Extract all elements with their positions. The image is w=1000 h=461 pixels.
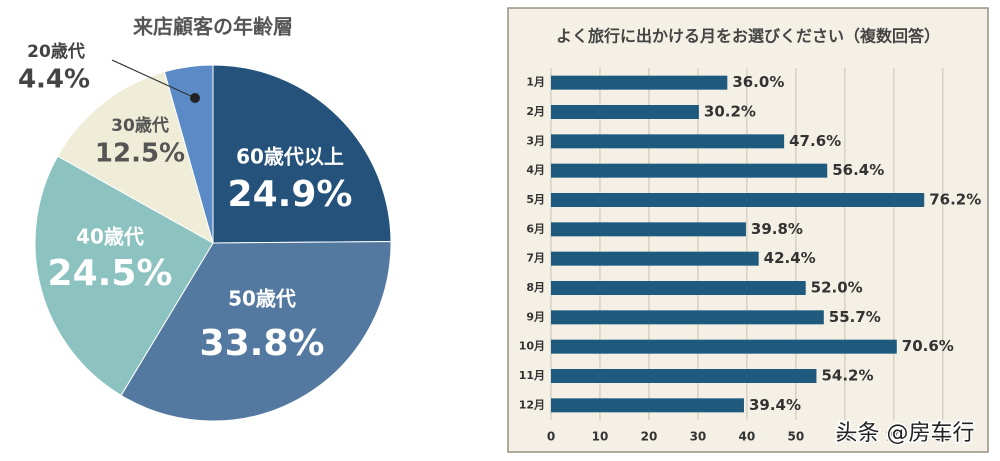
pie-slice	[120, 241, 392, 422]
value-label: 36.0%	[732, 73, 784, 91]
leader-dot	[190, 93, 200, 103]
slice-label: 60歳代以上	[236, 145, 344, 169]
x-tick-label: 20	[641, 430, 658, 444]
y-tick-label: 5月	[526, 193, 545, 206]
bar	[551, 105, 699, 119]
bar	[551, 310, 824, 325]
value-label: 42.4%	[764, 249, 816, 267]
y-tick-label: 1月	[526, 76, 545, 89]
y-tick-label: 7月	[526, 252, 545, 265]
y-tick-label: 10月	[519, 340, 545, 353]
x-tick-label: 30	[690, 430, 707, 444]
slice-value: 33.8%	[200, 323, 325, 364]
slice-value: 12.5%	[95, 139, 185, 169]
bar-title: よく旅行に出かける月をお選びください（複数回答）	[556, 27, 940, 46]
value-label: 56.4%	[832, 161, 884, 179]
value-label: 39.4%	[749, 396, 801, 414]
bar	[551, 222, 746, 237]
slice-label: 50歳代	[228, 287, 296, 311]
y-tick-label: 9月	[526, 310, 545, 323]
x-tick-label: 50	[788, 430, 805, 444]
bar	[551, 163, 828, 178]
pie-slice	[34, 155, 214, 397]
value-label: 30.2%	[704, 103, 756, 121]
x-tick-label: 60	[837, 430, 854, 444]
bar	[551, 75, 728, 90]
y-tick-label: 2月	[526, 105, 545, 118]
bar	[551, 251, 759, 266]
y-tick-label: 4月	[526, 164, 545, 177]
slice-label: 40歳代	[76, 225, 144, 249]
slice-label: 20歳代	[27, 41, 85, 62]
slice-value: 24.5%	[48, 253, 173, 294]
slice-value: 4.4%	[18, 65, 90, 95]
x-tick-label: 80	[934, 430, 951, 444]
x-tick-label: 40	[739, 430, 756, 444]
value-label: 55.7%	[829, 308, 881, 326]
value-label: 70.6%	[902, 337, 954, 355]
slice-value: 24.9%	[228, 174, 353, 215]
value-label: 47.6%	[789, 132, 841, 150]
pie-slice	[56, 71, 214, 245]
value-label: 52.0%	[811, 279, 863, 297]
y-tick-label: 3月	[526, 134, 545, 147]
slice-label: 30歳代	[111, 115, 169, 136]
value-label: 76.2%	[929, 191, 981, 209]
pie-title: 来店顧客の年齢層	[132, 15, 293, 39]
bar	[551, 369, 817, 383]
y-tick-label: 6月	[526, 222, 545, 235]
bar	[551, 134, 785, 149]
bar	[551, 339, 897, 354]
y-tick-label: 11月	[519, 369, 545, 382]
bar	[551, 281, 806, 295]
value-label: 54.2%	[821, 367, 873, 385]
pie-slice	[163, 64, 214, 244]
watermark: 头条 @房车行	[836, 421, 975, 446]
x-tick-label: 10	[592, 430, 609, 444]
value-label: 39.8%	[751, 220, 803, 238]
bar	[551, 398, 744, 413]
x-tick-label: 70	[885, 430, 902, 444]
y-tick-label: 8月	[526, 281, 545, 294]
x-tick-label: 0	[547, 430, 555, 444]
bar	[551, 193, 925, 207]
leader-line	[111, 59, 194, 98]
pie-slice	[212, 64, 392, 244]
y-tick-label: 12月	[519, 398, 545, 411]
